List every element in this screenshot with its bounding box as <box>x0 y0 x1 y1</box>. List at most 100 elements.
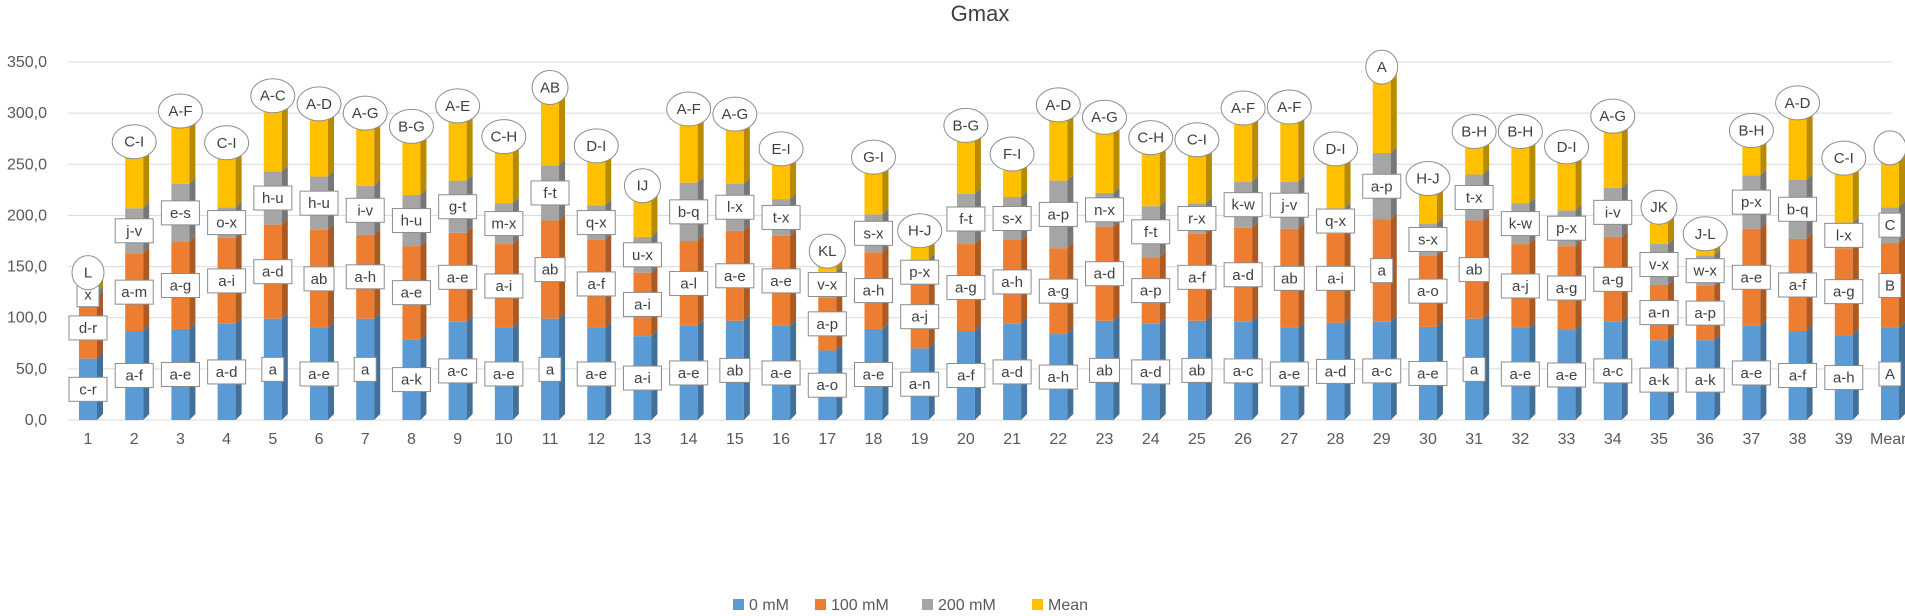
letter-label: JK <box>1640 189 1678 225</box>
letter-label: a-d <box>207 359 247 385</box>
letter-label: B-H <box>1728 112 1774 148</box>
letter-label: a-g <box>1547 275 1587 301</box>
letter-label: a-i <box>622 365 662 391</box>
letter-label-text: A-F <box>677 101 701 118</box>
letter-label-text: f-t <box>1144 224 1158 241</box>
letter-label: h-u <box>391 208 431 234</box>
letter-label: a-h <box>853 278 893 304</box>
letter-label: C-I <box>1821 140 1867 176</box>
x-tick-label: 39 <box>1835 431 1853 448</box>
bar-segment <box>541 85 560 166</box>
letter-label: f-t <box>1131 219 1171 245</box>
letter-label-text: a-c <box>1233 363 1254 380</box>
letter-label-text: e-s <box>170 205 191 222</box>
letter-label-text: g-t <box>449 199 467 216</box>
letter-label: a-g <box>160 272 200 298</box>
letter-label-text: a-f <box>1789 368 1807 385</box>
letter-label-text: p-x <box>1741 194 1762 211</box>
letter-label: L <box>71 255 105 291</box>
bar-segment <box>1280 104 1299 182</box>
letter-label: o-x <box>207 210 247 236</box>
letter-label-text: A-G <box>352 105 379 122</box>
letter-label-text: H-J <box>908 223 931 240</box>
letter-label: A-G <box>712 96 758 132</box>
letter-label: a-c <box>1593 358 1633 384</box>
letter-label-text: KL <box>818 243 836 260</box>
letter-label-text: A-G <box>1599 108 1626 125</box>
x-tick-label: 7 <box>361 431 370 448</box>
x-tick-label: 38 <box>1789 431 1807 448</box>
x-tick-label: 13 <box>634 431 652 448</box>
letter-label: A-F <box>157 93 203 129</box>
letter-label: a-e <box>160 361 200 387</box>
letter-label-text: A-C <box>260 88 286 105</box>
x-tick-label: 29 <box>1373 431 1391 448</box>
letter-label: a-h <box>1824 365 1864 391</box>
letter-label-text: E-I <box>771 141 790 158</box>
legend-swatch <box>815 599 826 610</box>
letter-label: f-t <box>946 206 986 232</box>
letter-label-text: a-e <box>1510 366 1532 383</box>
letter-label-text: a-g <box>955 280 977 297</box>
legend-swatch <box>733 599 744 610</box>
letter-label: s-x <box>992 205 1032 231</box>
letter-label: C-I <box>111 124 157 160</box>
letter-label-text: v-x <box>817 276 837 293</box>
legend-item: Mean <box>1032 597 1088 614</box>
letter-label: d-r <box>68 315 108 341</box>
chart-title: Gmax <box>951 1 1010 26</box>
letter-label: p-x <box>900 259 940 285</box>
letter-label: A-G <box>1082 99 1128 135</box>
letter-label: a-i <box>484 273 524 299</box>
letter-label-text: t-x <box>1466 190 1483 207</box>
y-tick-label: 50,0 <box>16 361 47 378</box>
bar-side <box>1390 59 1397 154</box>
letter-label: a <box>261 356 285 382</box>
letter-label-text: B-H <box>1738 122 1764 139</box>
x-tick-label: 18 <box>865 431 883 448</box>
x-tick-label: 12 <box>587 431 605 448</box>
legend-label: 0 mM <box>749 597 789 614</box>
letter-label-text: ab <box>542 262 559 279</box>
x-tick-label: 22 <box>1049 431 1067 448</box>
letter-label: ab <box>1181 357 1213 383</box>
x-tick-label: 26 <box>1234 431 1252 448</box>
letter-label-text: B-G <box>953 117 980 134</box>
x-tick-label: 34 <box>1604 431 1622 448</box>
letter-label: a-f <box>946 363 986 389</box>
letter-label: j-v <box>114 218 154 244</box>
letter-label: p-x <box>1547 215 1587 241</box>
x-tick-label: 31 <box>1465 431 1483 448</box>
letter-label-text: C-I <box>1834 150 1854 167</box>
letter-label: i-v <box>345 197 385 223</box>
letter-label: n-x <box>1085 197 1125 223</box>
letter-label-text: AB <box>540 80 560 97</box>
letter-label: a-d <box>253 259 293 285</box>
letter-label: A-F <box>666 91 712 127</box>
letter-label-text: a-f <box>125 368 143 385</box>
letter-label-text: B-H <box>1461 124 1487 141</box>
letter-label: j-v <box>1269 192 1309 218</box>
letter-label: a-e <box>1408 360 1448 386</box>
letter-label: w-x <box>1685 258 1725 284</box>
x-axis-ticks: 1 2 3 4 5 6 7 8 9 10 11 12 13 14 15 16 17 18 19 20 21 22 23 24 2… <box>84 431 1905 448</box>
x-tick-label: 20 <box>957 431 975 448</box>
letter-label: a-g <box>946 275 986 301</box>
letter-label-text: L <box>84 265 92 282</box>
x-tick-label: 24 <box>1142 431 1160 448</box>
letter-label-text: D-I <box>1326 141 1346 158</box>
letter-label: a-e <box>853 361 893 387</box>
letter-label-text: a-h <box>863 283 885 300</box>
group-letter-labels: c-r d-r xLa-f a-m j-v C-I a-e a-g e-s A-F a-d a-i o-… <box>68 49 1905 402</box>
x-tick-label: 35 <box>1650 431 1668 448</box>
letter-label: p-x <box>1731 189 1771 215</box>
letter-label-text: a-e <box>678 365 700 382</box>
letter-label-text: a-e <box>1417 365 1439 382</box>
letter-label: m-x <box>484 211 524 237</box>
letter-label: B-H <box>1451 114 1497 150</box>
letter-label-text: a-f <box>1188 269 1206 286</box>
x-tick-label: 33 <box>1558 431 1576 448</box>
letter-label-text: a-e <box>1278 366 1300 383</box>
bar-side <box>1483 312 1490 420</box>
